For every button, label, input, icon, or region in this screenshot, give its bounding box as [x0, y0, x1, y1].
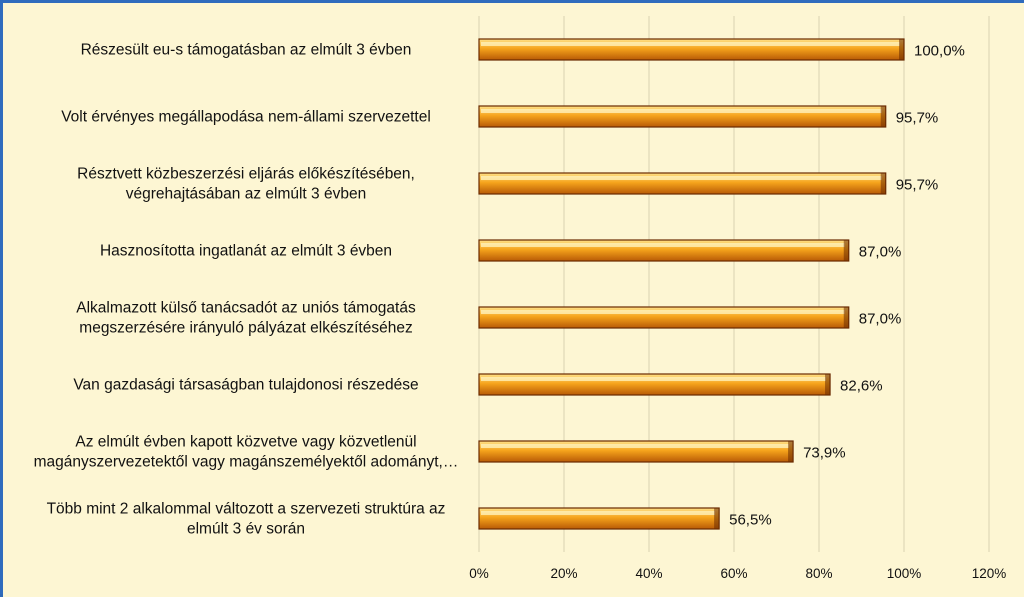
x-tick-label: 80%	[805, 566, 832, 581]
category-label: Résztvett közbeszerzési eljárás előkészí…	[77, 166, 415, 203]
category-label: Van gazdasági társaságban tulajdonosi ré…	[73, 377, 418, 394]
bar-end-cap	[899, 39, 904, 60]
value-label: 87,0%	[859, 311, 902, 328]
bar-highlight	[481, 109, 882, 113]
bar-highlight	[481, 42, 900, 46]
category-label: Az elmúlt évben kapott közvetve vagy köz…	[34, 434, 459, 471]
x-tick-label: 20%	[550, 566, 577, 581]
category-label: Volt érvényes megállapodása nem-állami s…	[61, 109, 431, 126]
bar-end-cap	[788, 441, 794, 462]
bar-end-cap	[880, 106, 886, 127]
bar-end-cap	[843, 240, 849, 261]
bar-end-cap	[880, 173, 886, 194]
bar-end-cap	[825, 374, 831, 395]
category-label: Részesült eu-s támogatásban az elmúlt 3 …	[81, 42, 412, 59]
bar-end-cap	[843, 307, 849, 328]
category-label: Több mint 2 alkalommal változott a szerv…	[47, 501, 446, 538]
bar-highlight	[481, 377, 827, 381]
value-label: 95,7%	[896, 110, 939, 127]
x-tick-label: 120%	[972, 566, 1007, 581]
bar-highlight	[481, 511, 716, 515]
bar-highlight	[481, 310, 845, 314]
x-tick-label: 100%	[887, 566, 922, 581]
plot-area	[3, 3, 1024, 597]
value-label: 56,5%	[729, 512, 772, 529]
bar-end-cap	[714, 508, 720, 529]
value-label: 95,7%	[896, 177, 939, 194]
x-tick-label: 40%	[635, 566, 662, 581]
value-label: 82,6%	[840, 378, 883, 395]
bar-highlight	[481, 176, 882, 180]
bar-highlight	[481, 243, 845, 247]
x-tick-label: 0%	[469, 566, 489, 581]
x-tick-label: 60%	[720, 566, 747, 581]
bars	[478, 38, 905, 530]
x-axis: 0% 20% 40% 60% 80% 100% 120%	[469, 566, 1006, 581]
value-label: 73,9%	[803, 445, 846, 462]
category-label: Hasznosította ingatlanát az elmúlt 3 évb…	[100, 243, 392, 260]
bar-highlight	[481, 444, 790, 448]
value-label: 100,0%	[914, 43, 965, 60]
value-label: 87,0%	[859, 244, 902, 261]
category-label: Alkalmazott külső tanácsadót az uniós tá…	[76, 300, 416, 337]
gridlines	[478, 16, 990, 552]
labels: 100,0% Részesült eu-s támogatásban az elm…	[34, 42, 965, 538]
